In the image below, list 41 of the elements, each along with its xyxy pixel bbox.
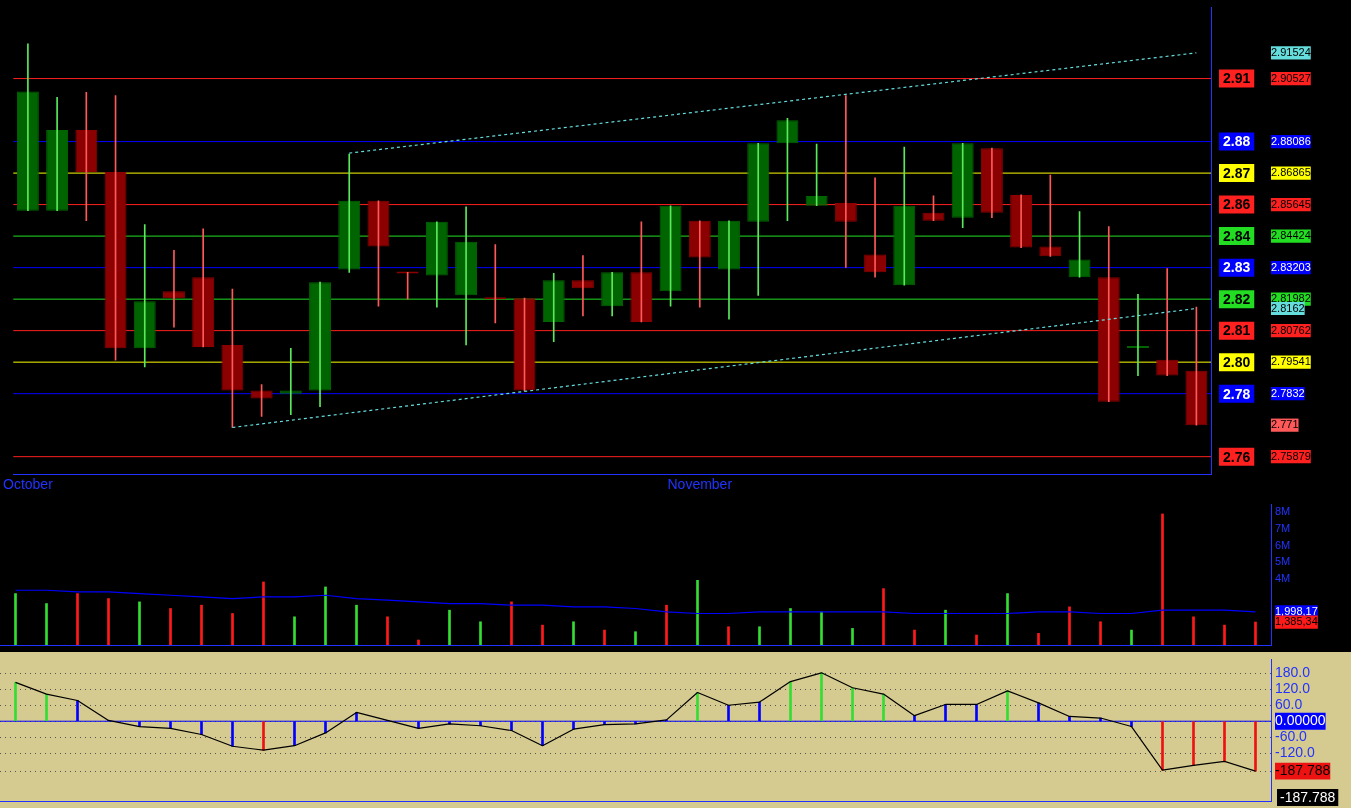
- y-tick-label: 2.88086: [1271, 134, 1311, 147]
- y-tick-label: 2.80762: [1271, 323, 1311, 336]
- ref-line-label: 2.78: [1223, 385, 1251, 402]
- ref-line-label: 2.82: [1223, 291, 1251, 307]
- y-tick-label: 1,385,34: [1275, 615, 1318, 628]
- y-tick-label: 5M: [1275, 555, 1291, 568]
- y-tick-label: 4M: [1275, 571, 1291, 584]
- ref-line-label: 2.84: [1223, 227, 1251, 244]
- y-tick-label: 2.86865: [1271, 166, 1311, 179]
- ref-line-label: 2.81: [1223, 322, 1251, 339]
- y-tick-label: 2.90527: [1271, 71, 1311, 84]
- ref-line-label: 2.87: [1223, 164, 1251, 181]
- ref-line-label: 2.91: [1223, 70, 1251, 87]
- y-tick-label: 8M: [1275, 505, 1291, 518]
- y-tick-label: 2.84424: [1271, 229, 1311, 242]
- x-tick-label: November: [667, 476, 733, 493]
- y-tick-label: 1,998,17: [1275, 604, 1318, 617]
- y-tick-label: -60.0: [1275, 728, 1308, 745]
- y-tick-label: 2.85645: [1271, 197, 1311, 210]
- y-tick-label: 2.75879: [1271, 449, 1311, 462]
- y-tick-label: 2.91524: [1271, 45, 1311, 58]
- ref-line-label: 2.86: [1223, 196, 1251, 213]
- y-tick-label: 2.771: [1271, 418, 1299, 431]
- y-tick-label: 2.83203: [1271, 260, 1311, 273]
- y-tick-label: 2.8162: [1271, 301, 1305, 314]
- y-tick-label: 0.00000: [1275, 712, 1326, 729]
- y-tick-label: 60.0: [1275, 696, 1303, 713]
- y-tick-label: 2.81982: [1271, 292, 1311, 305]
- ref-line-label: 2.76: [1223, 448, 1251, 465]
- y-tick-label: 180.0: [1275, 664, 1311, 681]
- y-tick-label: 6M: [1275, 538, 1291, 551]
- x-tick-label: October: [2, 476, 54, 493]
- y-tick-label: -187.788: [1275, 762, 1331, 779]
- ref-line-label: 2.80: [1223, 354, 1251, 371]
- y-tick-label: -120.0: [1275, 743, 1315, 760]
- y-tick-label: 2.7832: [1271, 386, 1305, 399]
- ref-line-label: 2.83: [1223, 259, 1251, 276]
- y-tick-label: 120.0: [1275, 680, 1311, 697]
- y-tick-label: 2.79541: [1271, 355, 1311, 368]
- ref-line-label: 2.88: [1223, 133, 1251, 150]
- y-tick-label: 7M: [1275, 521, 1291, 534]
